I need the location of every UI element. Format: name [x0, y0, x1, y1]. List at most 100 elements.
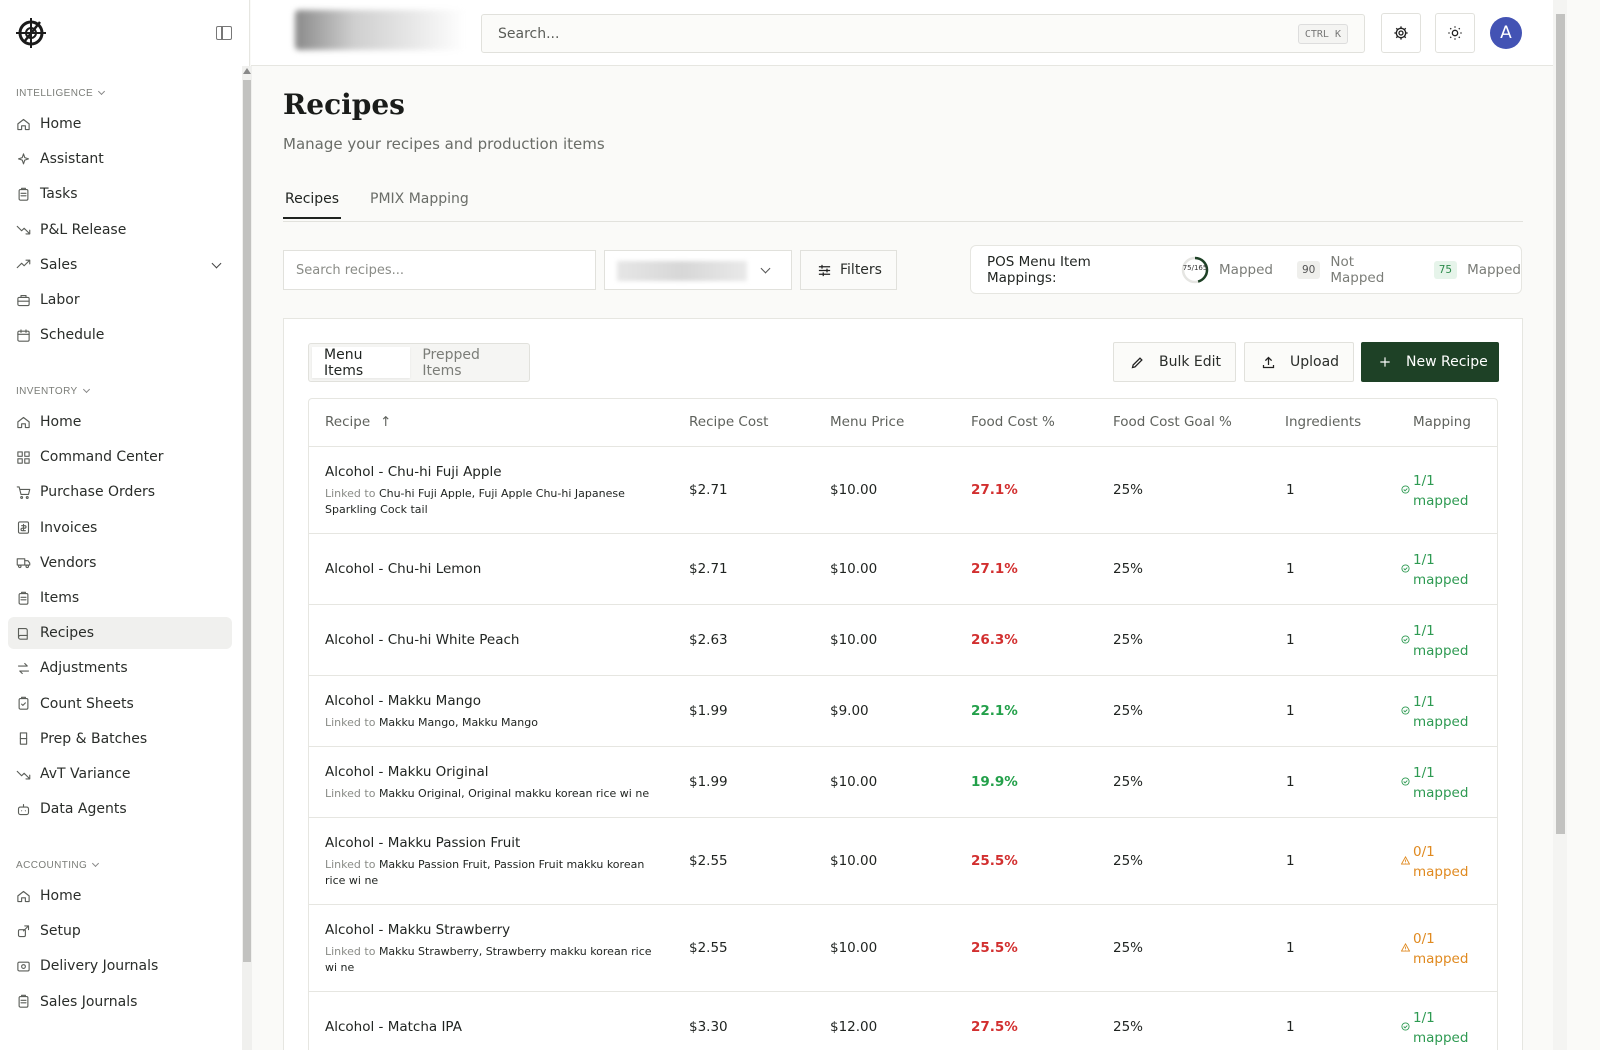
sidebar-item-count-sheets[interactable]: Count Sheets: [8, 688, 232, 720]
recipes-panel: Menu Items Prepped Items Bulk Edit Uploa…: [283, 318, 1523, 1050]
mapping-status[interactable]: 1/1 mapped: [1401, 621, 1468, 661]
check-circle-icon: [1401, 1021, 1410, 1031]
table-row[interactable]: Alcohol - Makku Mango Linked to Makku Man…: [309, 676, 1497, 747]
mapping-status[interactable]: 0/1 mapped: [1401, 929, 1468, 969]
sidebar-toggle-icon[interactable]: [216, 26, 232, 40]
recipe-name[interactable]: Alcohol - Chu-hi White Peach: [325, 631, 520, 648]
page-scrollbar[interactable]: [1553, 0, 1567, 1050]
mapping-status[interactable]: 1/1 mapped: [1401, 763, 1468, 803]
theme-toggle-button[interactable]: [1435, 13, 1475, 53]
recipe-name[interactable]: Alcohol - Makku Passion Fruit: [325, 835, 521, 851]
mapped-label-2: Mapped: [1467, 261, 1521, 278]
filters-button[interactable]: Filters: [800, 250, 897, 290]
sidebar-item-setup[interactable]: Setup: [8, 915, 232, 947]
sidebar-item-assistant[interactable]: Assistant: [8, 143, 232, 175]
sidebar-item-command-center[interactable]: Command Center: [8, 441, 232, 473]
sidebar-item-sales-journals[interactable]: Sales Journals: [8, 986, 232, 1018]
mapping-fraction: 0/1: [1413, 930, 1435, 947]
bulk-edit-button[interactable]: Bulk Edit: [1113, 342, 1236, 382]
sidebar-item-schedule[interactable]: Schedule: [8, 319, 232, 351]
sidebar-item-labor[interactable]: Labor: [8, 284, 232, 316]
header-recipe[interactable]: Recipe ↑: [325, 414, 392, 430]
table-row[interactable]: Alcohol - Matcha IPA $3.30 $12.00 27.5% 25% 1…: [309, 992, 1497, 1050]
location-select[interactable]: [604, 250, 792, 290]
new-recipe-button[interactable]: New Recipe: [1361, 342, 1499, 382]
tab-recipes[interactable]: Recipes: [283, 191, 342, 219]
mapping-fraction: 1/1: [1413, 764, 1435, 781]
sidebar-item-avt-variance[interactable]: AvT Variance: [8, 758, 232, 790]
sun-icon: [1448, 26, 1462, 40]
recipe-cost: $2.71: [689, 481, 728, 498]
trend-down-icon: [16, 222, 31, 237]
trend-down-icon: [16, 767, 31, 782]
header-food-cost-goal[interactable]: Food Cost Goal %: [1113, 414, 1232, 430]
recipe-name[interactable]: Alcohol - Matcha IPA: [325, 1018, 462, 1035]
sidebar-item-label: Recipes: [40, 625, 95, 642]
settings-button[interactable]: [1381, 13, 1421, 53]
logo-icon[interactable]: [14, 16, 48, 50]
table-row[interactable]: Alcohol - Makku Passion Fruit Linked to M…: [309, 818, 1497, 905]
upload-button[interactable]: Upload: [1244, 342, 1354, 382]
chevron-down-icon[interactable]: [211, 258, 222, 269]
food-cost-percent: 27.1%: [971, 560, 1018, 577]
mapping-status[interactable]: 1/1 mapped: [1401, 550, 1468, 590]
global-search-input[interactable]: Search... CTRL K: [481, 14, 1365, 53]
sidebar-item-adjustments[interactable]: Adjustments: [8, 652, 232, 684]
avatar[interactable]: A: [1490, 17, 1522, 49]
sidebar-item-prep-batches[interactable]: Prep & Batches: [8, 723, 232, 755]
sidebar-item-recipes[interactable]: Recipes: [8, 617, 232, 650]
sidebar-item-home[interactable]: Home: [8, 108, 232, 140]
search-placeholder: Search...: [498, 25, 560, 42]
sidebar-item-items[interactable]: Items: [8, 582, 232, 614]
linked-prefix: Linked to: [325, 716, 376, 729]
sidebar-item-invoices[interactable]: Invoices: [8, 512, 232, 544]
recipe-name[interactable]: Alcohol - Chu-hi Fuji Apple: [325, 464, 502, 480]
table-row[interactable]: Alcohol - Chu-hi Fuji Apple Linked to Chu…: [309, 447, 1497, 534]
clipboard-icon: [16, 994, 31, 1009]
table-row[interactable]: Alcohol - Chu-hi White Peach $2.63 $10.00 2…: [309, 605, 1497, 676]
mapping-status[interactable]: 1/1 mapped: [1401, 471, 1468, 511]
recipe-name[interactable]: Alcohol - Makku Mango: [325, 693, 481, 709]
sidebar-item-purchase-orders[interactable]: Purchase Orders: [8, 476, 232, 508]
sidebar-item-sales[interactable]: Sales: [8, 249, 232, 281]
gear-icon: [1394, 26, 1408, 40]
sidebar-item-tasks[interactable]: Tasks: [8, 178, 232, 210]
book-icon: [16, 626, 31, 641]
bot-icon: [16, 802, 31, 817]
mapped-label: Mapped: [1219, 261, 1273, 278]
mapping-fraction: 0/1: [1413, 843, 1435, 860]
sidebar-item-home[interactable]: Home: [8, 406, 232, 438]
sidebar-item-data-agents[interactable]: Data Agents: [8, 793, 232, 825]
recipe-name[interactable]: Alcohol - Chu-hi Lemon: [325, 560, 482, 577]
tab-pmix-mapping[interactable]: PMIX Mapping: [370, 191, 469, 207]
section-inventory[interactable]: INVENTORY: [16, 385, 90, 397]
sidebar-item-p-l-release[interactable]: P&L Release: [8, 214, 232, 246]
page-title: Recipes: [283, 88, 405, 121]
sidebar-item-label: Count Sheets: [40, 695, 134, 712]
recipe-name[interactable]: Alcohol - Makku Original: [325, 764, 489, 780]
mapping-status[interactable]: 1/1 mapped: [1401, 1008, 1468, 1048]
section-intelligence[interactable]: INTELLIGENCE: [16, 87, 106, 99]
food-cost-percent: 27.5%: [971, 1018, 1018, 1035]
sidebar-scrollbar[interactable]: [242, 66, 252, 1050]
segment-menu-items[interactable]: Menu Items: [312, 347, 411, 379]
mapping-status[interactable]: 1/1 mapped: [1401, 692, 1468, 732]
sidebar-item-vendors[interactable]: Vendors: [8, 547, 232, 579]
linked-prefix: Linked to: [325, 945, 376, 958]
section-accounting[interactable]: ACCOUNTING: [16, 859, 100, 871]
linked-list: Chu-hi Fuji Apple, Fuji Apple Chu-hi Jap…: [325, 487, 625, 516]
header-mapping[interactable]: Mapping: [1413, 414, 1471, 430]
header-menu-price[interactable]: Menu Price: [830, 414, 905, 430]
header-recipe-cost[interactable]: Recipe Cost: [689, 414, 769, 430]
mapping-status[interactable]: 0/1 mapped: [1401, 842, 1468, 882]
header-food-cost[interactable]: Food Cost %: [971, 414, 1055, 430]
recipe-name[interactable]: Alcohol - Makku Strawberry: [325, 922, 511, 938]
table-row[interactable]: Alcohol - Makku Original Linked to Makku …: [309, 747, 1497, 818]
table-row[interactable]: Alcohol - Makku Strawberry Linked to Makk…: [309, 905, 1497, 992]
sidebar-item-delivery-journals[interactable]: Delivery Journals: [8, 950, 232, 982]
table-row[interactable]: Alcohol - Chu-hi Lemon $2.71 $10.00 27.1% 25…: [309, 534, 1497, 605]
sidebar-item-home[interactable]: Home: [8, 880, 232, 912]
recipe-search-input[interactable]: Search recipes...: [283, 250, 596, 290]
header-ingredients[interactable]: Ingredients: [1285, 414, 1362, 430]
segment-prepped-items[interactable]: Prepped Items: [422, 346, 480, 379]
